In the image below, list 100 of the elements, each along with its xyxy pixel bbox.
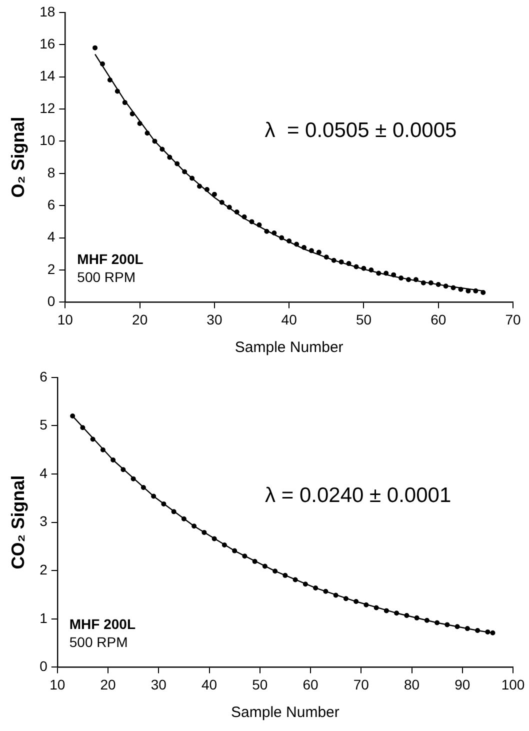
point [294,242,300,247]
y-axis-title: CO₂ Signal [8,475,28,570]
point [181,516,186,522]
x-tick-label: 20 [100,676,116,692]
x-axis-title: Sample Number [231,704,340,722]
point [436,282,441,287]
point [234,210,240,215]
y-tick-label: 2 [40,561,48,578]
y-tick-label: 0 [40,658,48,674]
x-tick-label: 40 [201,676,218,692]
point [120,467,126,472]
point [171,509,176,514]
point [107,78,112,83]
point [458,286,464,292]
point [473,288,478,294]
point [475,628,480,633]
point [114,88,120,94]
point [152,138,158,144]
annotation: 500 RPM [69,634,128,650]
point [212,192,217,197]
y-tick-label: 6 [40,368,48,384]
point [480,290,486,296]
annotation: MHF 200L [69,616,136,632]
point [161,501,166,506]
x-tick-label: 30 [150,676,167,692]
point [100,61,105,66]
point [190,176,195,181]
point [434,620,440,626]
x-tick-label: 70 [353,676,370,692]
point [279,235,284,240]
point [302,582,308,587]
x-tick-label: 100 [501,676,525,692]
point [485,629,490,634]
point [368,268,374,272]
point [406,277,412,282]
x-tick-label: 40 [281,311,298,328]
y-tick-label: 16 [40,35,56,52]
point [292,577,298,582]
point [90,436,96,442]
annotation: 500 RPM [77,269,136,286]
point [428,280,434,286]
point [323,588,328,594]
point [100,447,106,452]
point [226,204,232,210]
point [376,270,382,276]
point [443,284,448,289]
y-tick-label: 12 [40,100,56,116]
point [197,184,202,189]
point [110,457,116,462]
point [249,219,254,224]
point [464,626,470,632]
point [242,554,248,559]
x-tick-label: 60 [430,311,446,328]
point [174,161,180,166]
x-tick-label: 20 [132,311,148,328]
point [137,120,142,126]
point [144,130,150,136]
x-tick-label: 80 [404,676,420,692]
y-tick-label: 4 [47,228,56,245]
point [282,572,288,578]
point [414,615,420,620]
point [454,624,460,630]
x-axis-title: Sample Number [234,339,344,356]
point [202,530,207,535]
point [354,264,359,270]
point [140,485,146,490]
point [80,425,86,430]
point [343,596,348,602]
y-tick-label: 10 [40,132,56,148]
point [192,524,197,529]
point [384,608,389,614]
point [204,187,210,192]
point [302,244,307,250]
y-tick-label: 0 [47,293,56,310]
y-tick-label: 5 [40,416,48,433]
y-axis-title: O₂ Signal [8,116,28,198]
point [384,270,389,276]
x-tick-label: 50 [356,311,372,328]
point [130,111,135,116]
x-tick-label: 50 [252,676,268,692]
y-tick-label: 14 [40,68,56,84]
point [212,536,217,542]
point [167,154,172,160]
annotation: λ = 0.0505 ± 0.0005 [264,119,457,142]
annotation: λ = 0.0240 ± 0.0001 [265,484,452,508]
point [346,261,352,266]
point [122,100,128,106]
y-tick-label: 18 [40,3,56,20]
point [313,585,318,590]
point [466,288,471,294]
x-tick-label: 30 [206,311,222,328]
point [130,476,136,482]
point [316,250,322,255]
point [338,259,344,264]
point [272,568,278,574]
point [286,238,292,244]
point [242,214,247,220]
point [219,200,224,205]
point [374,605,379,610]
point [444,622,450,628]
